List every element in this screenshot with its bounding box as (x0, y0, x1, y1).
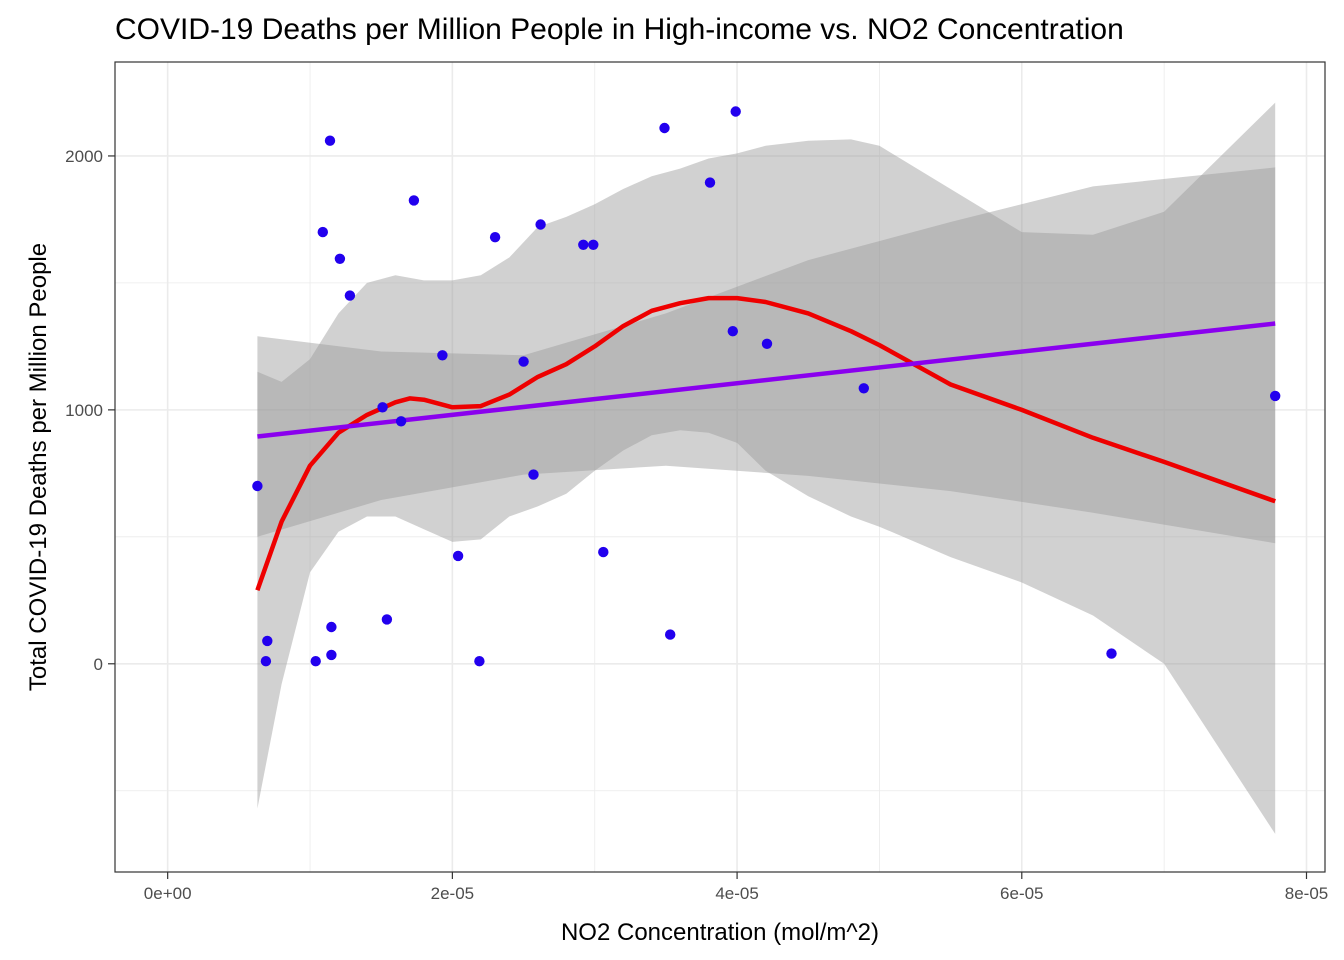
chart-title: COVID-19 Deaths per Million People in Hi… (115, 13, 1124, 46)
x-axis-label: NO2 Concentration (mol/m^2) (561, 919, 879, 946)
x-tick-label: 6e-05 (1000, 884, 1043, 903)
data-point (326, 649, 337, 661)
data-point (317, 226, 328, 238)
data-point (489, 232, 501, 243)
confidence-bands (257, 102, 1276, 834)
x-tick-label: 0e+00 (144, 884, 192, 903)
y-axis-label: Total COVID-19 Deaths per Million People (25, 243, 52, 691)
data-point (659, 122, 670, 134)
data-point (704, 177, 716, 188)
data-point (1270, 390, 1281, 402)
plot-panel-background (115, 62, 1325, 872)
data-point (665, 629, 676, 640)
data-point (588, 239, 599, 250)
y-tick-label: 0 (94, 655, 103, 674)
data-point (437, 350, 448, 361)
data-point (334, 253, 346, 264)
data-point (727, 326, 738, 337)
data-point (252, 480, 263, 492)
data-point (452, 550, 464, 562)
data-point (381, 614, 393, 625)
minor-gridlines (115, 62, 1325, 872)
y-tick-label: 2000 (65, 147, 103, 166)
y-axis-ticks: 0 1000 2000 (65, 147, 115, 674)
plot-panel (115, 62, 1325, 872)
data-point (395, 416, 407, 427)
data-point (474, 656, 485, 667)
data-point (528, 469, 539, 480)
loess-confidence-band (257, 102, 1276, 834)
data-point (260, 656, 272, 667)
x-tick-label: 4e-05 (715, 884, 758, 903)
linear-fit-line (257, 321, 1276, 439)
data-point (518, 356, 529, 367)
data-point (730, 106, 741, 117)
y-tick-label: 1000 (65, 401, 103, 420)
data-point (858, 383, 869, 394)
data-point (598, 546, 609, 558)
data-points (252, 106, 1281, 667)
data-point (262, 635, 273, 647)
data-point (326, 621, 337, 633)
data-point (408, 195, 420, 206)
x-axis-ticks: 0e+00 2e-05 4e-05 6e-05 8e-05 (144, 872, 1328, 903)
x-tick-label: 2e-05 (431, 884, 474, 903)
linear-confidence-band (257, 167, 1276, 544)
data-point (578, 239, 589, 250)
data-point (377, 402, 388, 413)
major-gridlines (115, 62, 1325, 872)
data-point (761, 338, 773, 349)
x-tick-label: 8e-05 (1285, 884, 1328, 903)
data-point (1106, 648, 1117, 659)
data-point (324, 135, 336, 146)
data-point (344, 290, 356, 301)
panel-border (114, 61, 1326, 873)
data-point (535, 219, 546, 230)
data-point (310, 656, 321, 667)
